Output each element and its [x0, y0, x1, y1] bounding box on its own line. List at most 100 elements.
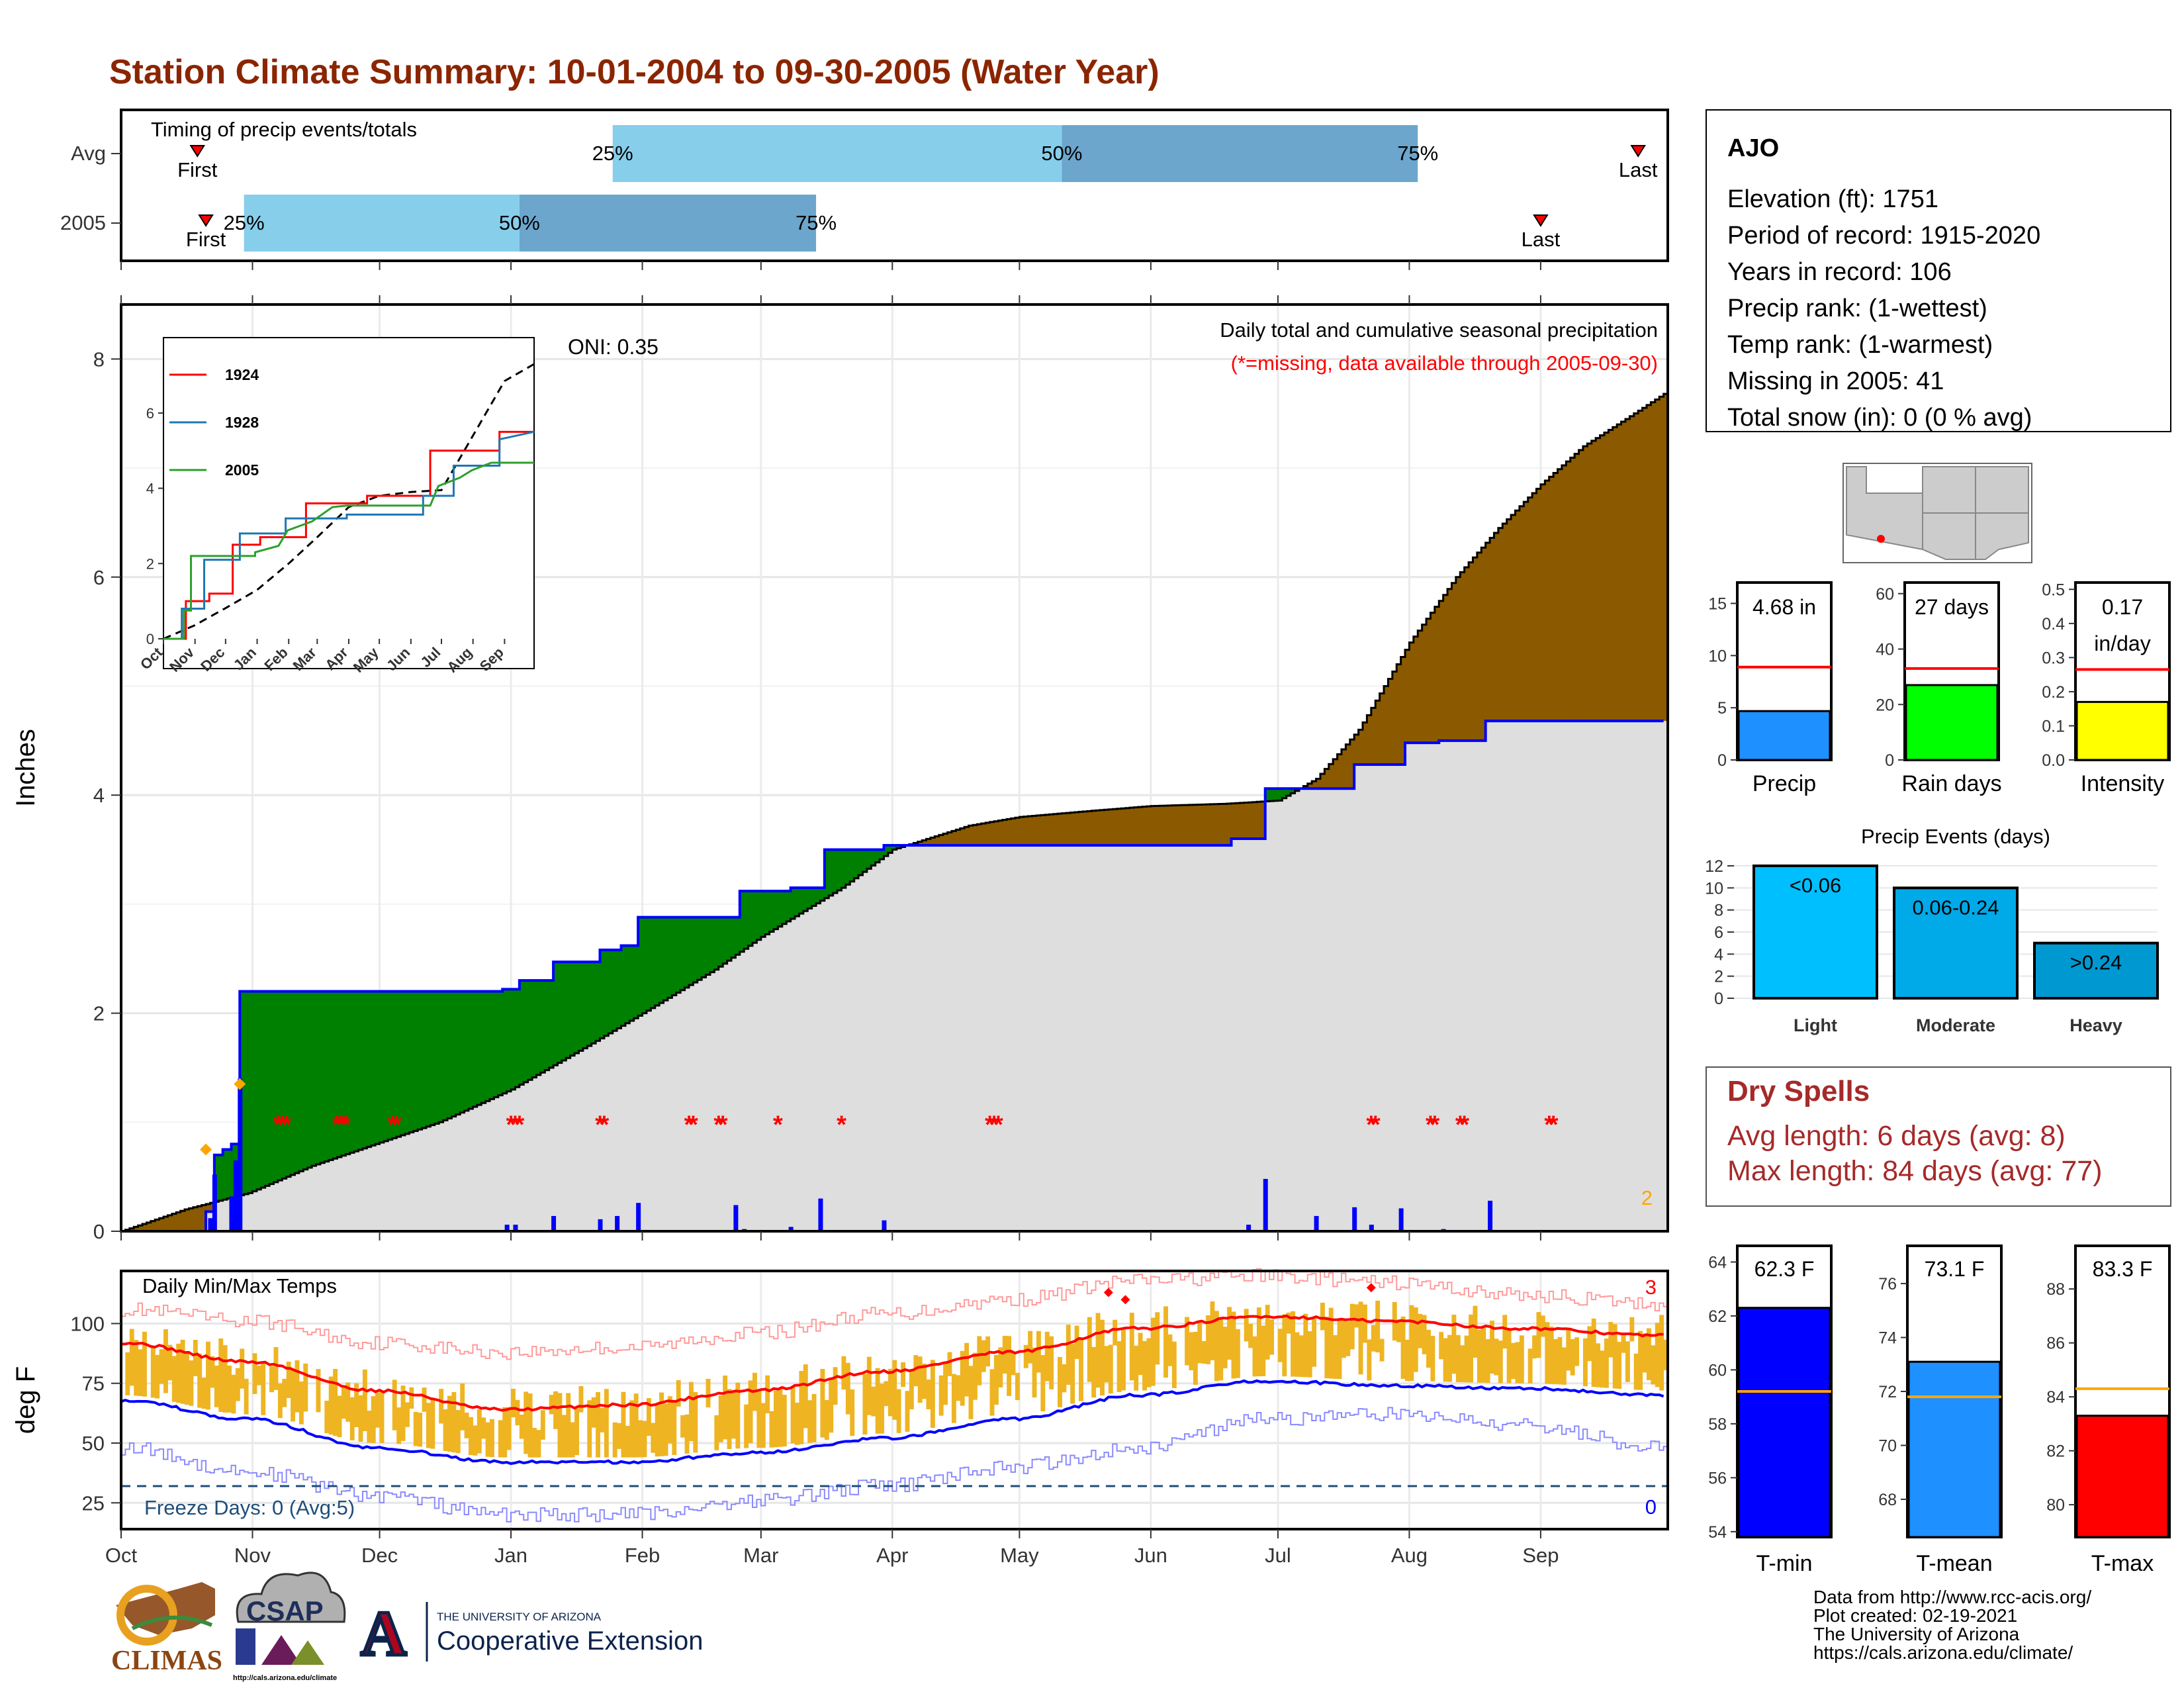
daily-temp-range-bar: [591, 1397, 596, 1428]
missing-day-marker: *: [600, 1111, 610, 1139]
surplus-segment: [752, 891, 758, 943]
daily-temp-range-bar: [337, 1395, 342, 1438]
daily-temp-range-bar: [1244, 1309, 1249, 1342]
temp-bar-category-label: T-mean: [1916, 1551, 1992, 1576]
deficit-segment: [1651, 402, 1656, 722]
temp-ytick-label: 75: [82, 1372, 105, 1395]
precip-ytick-label: 2: [93, 1002, 105, 1025]
temp-bar-ytick-label: 58: [1708, 1415, 1727, 1434]
deficit-segment: [1591, 440, 1596, 722]
station-location-dot: [1877, 535, 1885, 543]
deficit-segment: [1469, 562, 1474, 741]
surplus-segment: [850, 849, 855, 882]
events-ytick-label: 8: [1714, 902, 1723, 920]
deficit-segment: [1167, 805, 1173, 845]
surplus-segment: [349, 991, 355, 1153]
timing-last-marker: [1630, 145, 1646, 158]
deficit-segment: [1222, 804, 1228, 845]
deficit-segment: [1519, 506, 1524, 722]
deficit-segment: [938, 835, 944, 845]
daily-temp-range-bar: [1396, 1319, 1402, 1342]
daily-temp-range-bar: [201, 1378, 206, 1409]
daily-temp-range-bar: [1604, 1338, 1609, 1388]
missing-day-marker: *: [1366, 1111, 1376, 1139]
deficit-segment: [993, 821, 999, 845]
deficit-segment: [1053, 814, 1058, 845]
daily-temp-range-bar: [1307, 1331, 1312, 1378]
deficit-segment: [1540, 484, 1545, 722]
deficit-segment: [934, 836, 940, 845]
deficit-segment: [155, 1219, 160, 1231]
missing-day-marker: *: [837, 1111, 846, 1139]
daily-temp-range-bar: [1295, 1332, 1300, 1377]
daily-precip-bar: [1263, 1178, 1268, 1231]
deficit-segment: [1231, 803, 1236, 839]
daily-temp-range-bar: [1587, 1326, 1592, 1362]
surplus-segment: [858, 849, 864, 875]
deficit-segment: [1240, 802, 1245, 839]
daily-precip-bar: [212, 1174, 217, 1231]
surplus-segment: [549, 980, 554, 1068]
deficit-segment: [1612, 427, 1617, 722]
surplus-segment: [218, 1154, 224, 1201]
timing-p50-label: 50%: [499, 211, 540, 234]
daily-temp-range-bar: [871, 1386, 876, 1417]
daily-temp-range-bar: [977, 1336, 982, 1385]
daily-precip-bar: [636, 1203, 641, 1231]
deficit-segment: [1324, 769, 1330, 789]
daily-temp-range-bar: [1574, 1337, 1580, 1366]
daily-temp-range-bar: [367, 1411, 372, 1443]
surplus-segment: [570, 962, 575, 1056]
timing-p75-label: 75%: [1397, 142, 1438, 165]
events-title: Precip Events (days): [1861, 825, 2050, 848]
mini-bar-category-label: Precip: [1752, 771, 1816, 796]
ua-extension-text: Cooperative Extension: [437, 1626, 703, 1656]
temp-panel: Daily Min/Max Temps Freeze Days: 0 (Avg:…: [11, 1268, 1669, 1567]
surplus-segment: [477, 991, 482, 1105]
deficit-segment: [981, 823, 986, 845]
daily-temp-range-bar: [672, 1400, 677, 1456]
daily-temp-range-bar: [447, 1395, 452, 1452]
daily-temp-range-bar: [756, 1391, 762, 1448]
deficit-segment: [1214, 804, 1219, 845]
deficit-segment: [1532, 492, 1537, 722]
surplus-segment: [795, 888, 800, 917]
surplus-segment: [621, 945, 626, 1026]
daily-temp-range-bar: [193, 1339, 198, 1376]
surplus-segment: [892, 845, 897, 850]
daily-temp-range-bar: [1612, 1324, 1617, 1389]
daily-temp-range-bar: [718, 1395, 723, 1442]
daily-temp-range-bar: [947, 1352, 952, 1376]
surplus-segment: [1286, 788, 1291, 796]
temp-bar-ytick-label: 64: [1708, 1253, 1727, 1272]
deficit-segment: [1659, 397, 1664, 722]
daily-temp-range-bar: [1413, 1307, 1418, 1372]
deficit-segment: [1400, 657, 1406, 765]
surplus-segment: [367, 991, 372, 1147]
surplus-segment: [1273, 788, 1279, 801]
surplus-segment: [782, 891, 787, 924]
deficit-segment: [1629, 416, 1635, 722]
surplus-segment: [400, 991, 406, 1136]
mini-bar-ytick-label: 0: [1717, 751, 1727, 770]
daily-temp-range-bar: [189, 1360, 194, 1406]
daily-temp-range-bar: [371, 1396, 376, 1443]
deficit-segment: [1036, 815, 1041, 845]
daily-temp-range-bar: [1333, 1335, 1338, 1379]
deficit-segment: [1566, 461, 1571, 722]
temp-bar-ytick-label: 86: [2046, 1335, 2065, 1353]
temp-bar-ytick-label: 88: [2046, 1280, 2065, 1299]
daily-temp-range-bar: [862, 1374, 868, 1435]
daily-temp-range-bar: [1079, 1338, 1083, 1401]
temp-bar-value-label: 83.3 F: [2093, 1257, 2153, 1281]
deficit-segment: [1405, 649, 1410, 743]
daily-temp-range-bar: [688, 1382, 694, 1442]
daily-temp-range-bar: [549, 1395, 554, 1415]
daily-temp-range-bar: [1146, 1338, 1152, 1387]
surplus-segment: [608, 950, 614, 1033]
daily-temp-range-bar: [1464, 1335, 1469, 1383]
deficit-segment: [1252, 802, 1257, 839]
daily-temp-range-bar: [684, 1414, 690, 1454]
daily-temp-range-bar: [723, 1376, 728, 1440]
deficit-segment: [1443, 594, 1448, 741]
